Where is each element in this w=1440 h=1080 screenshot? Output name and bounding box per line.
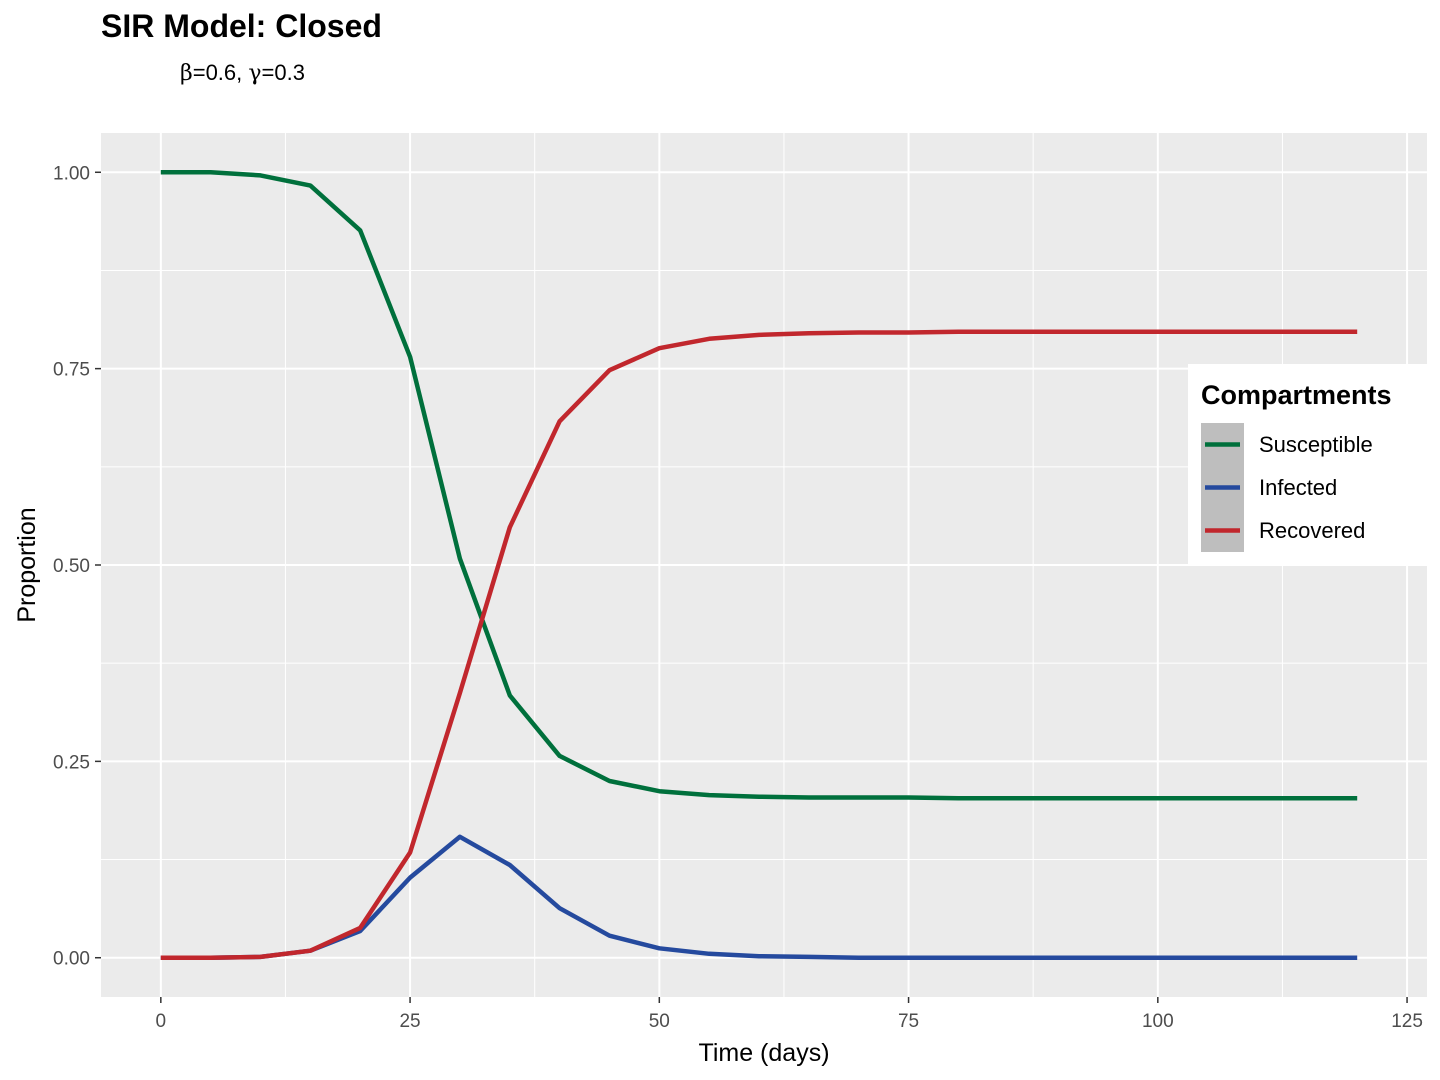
legend: Compartments Susceptible Infected Recovere… xyxy=(1188,364,1428,564)
series-line-susceptible xyxy=(160,170,1358,801)
series-lines xyxy=(160,170,1358,960)
y-tick-label: 0.50 xyxy=(53,556,90,577)
beta-symbol: β xyxy=(180,61,193,86)
x-axis-ticks: 0 25 50 75 100 125 xyxy=(156,997,1423,1032)
x-tick-label: 125 xyxy=(1391,1011,1423,1032)
x-tick-label: 75 xyxy=(898,1011,919,1032)
legend-title: Compartments xyxy=(1201,380,1392,410)
chart-title: SIR Model: Closed xyxy=(101,8,382,44)
x-tick-label: 100 xyxy=(1142,1011,1174,1032)
y-axis-title: Proportion xyxy=(13,507,41,622)
chart-subtitle: β=0.6, γ=0.3 xyxy=(180,60,305,86)
legend-label-recovered: Recovered xyxy=(1259,518,1365,543)
x-tick-label: 25 xyxy=(399,1011,420,1032)
y-tick-label: 0.00 xyxy=(53,949,90,970)
series-line-infected xyxy=(160,834,1358,960)
gamma-value: =0.3 xyxy=(261,60,305,85)
y-tick-label: 1.00 xyxy=(53,163,90,184)
y-axis-ticks: 0.00 0.25 0.50 0.75 1.00 xyxy=(53,163,101,970)
x-tick-label: 0 xyxy=(156,1011,167,1032)
x-axis-title: Time (days) xyxy=(698,1039,829,1067)
x-tick-label: 50 xyxy=(649,1011,670,1032)
series-line-recovered xyxy=(160,329,1358,960)
y-tick-label: 0.75 xyxy=(53,360,90,381)
gamma-symbol: γ xyxy=(248,61,262,86)
legend-label-susceptible: Susceptible xyxy=(1259,432,1373,457)
legend-label-infected: Infected xyxy=(1259,475,1337,500)
y-tick-label: 0.25 xyxy=(53,752,90,773)
beta-value: =0.6, xyxy=(192,60,243,85)
